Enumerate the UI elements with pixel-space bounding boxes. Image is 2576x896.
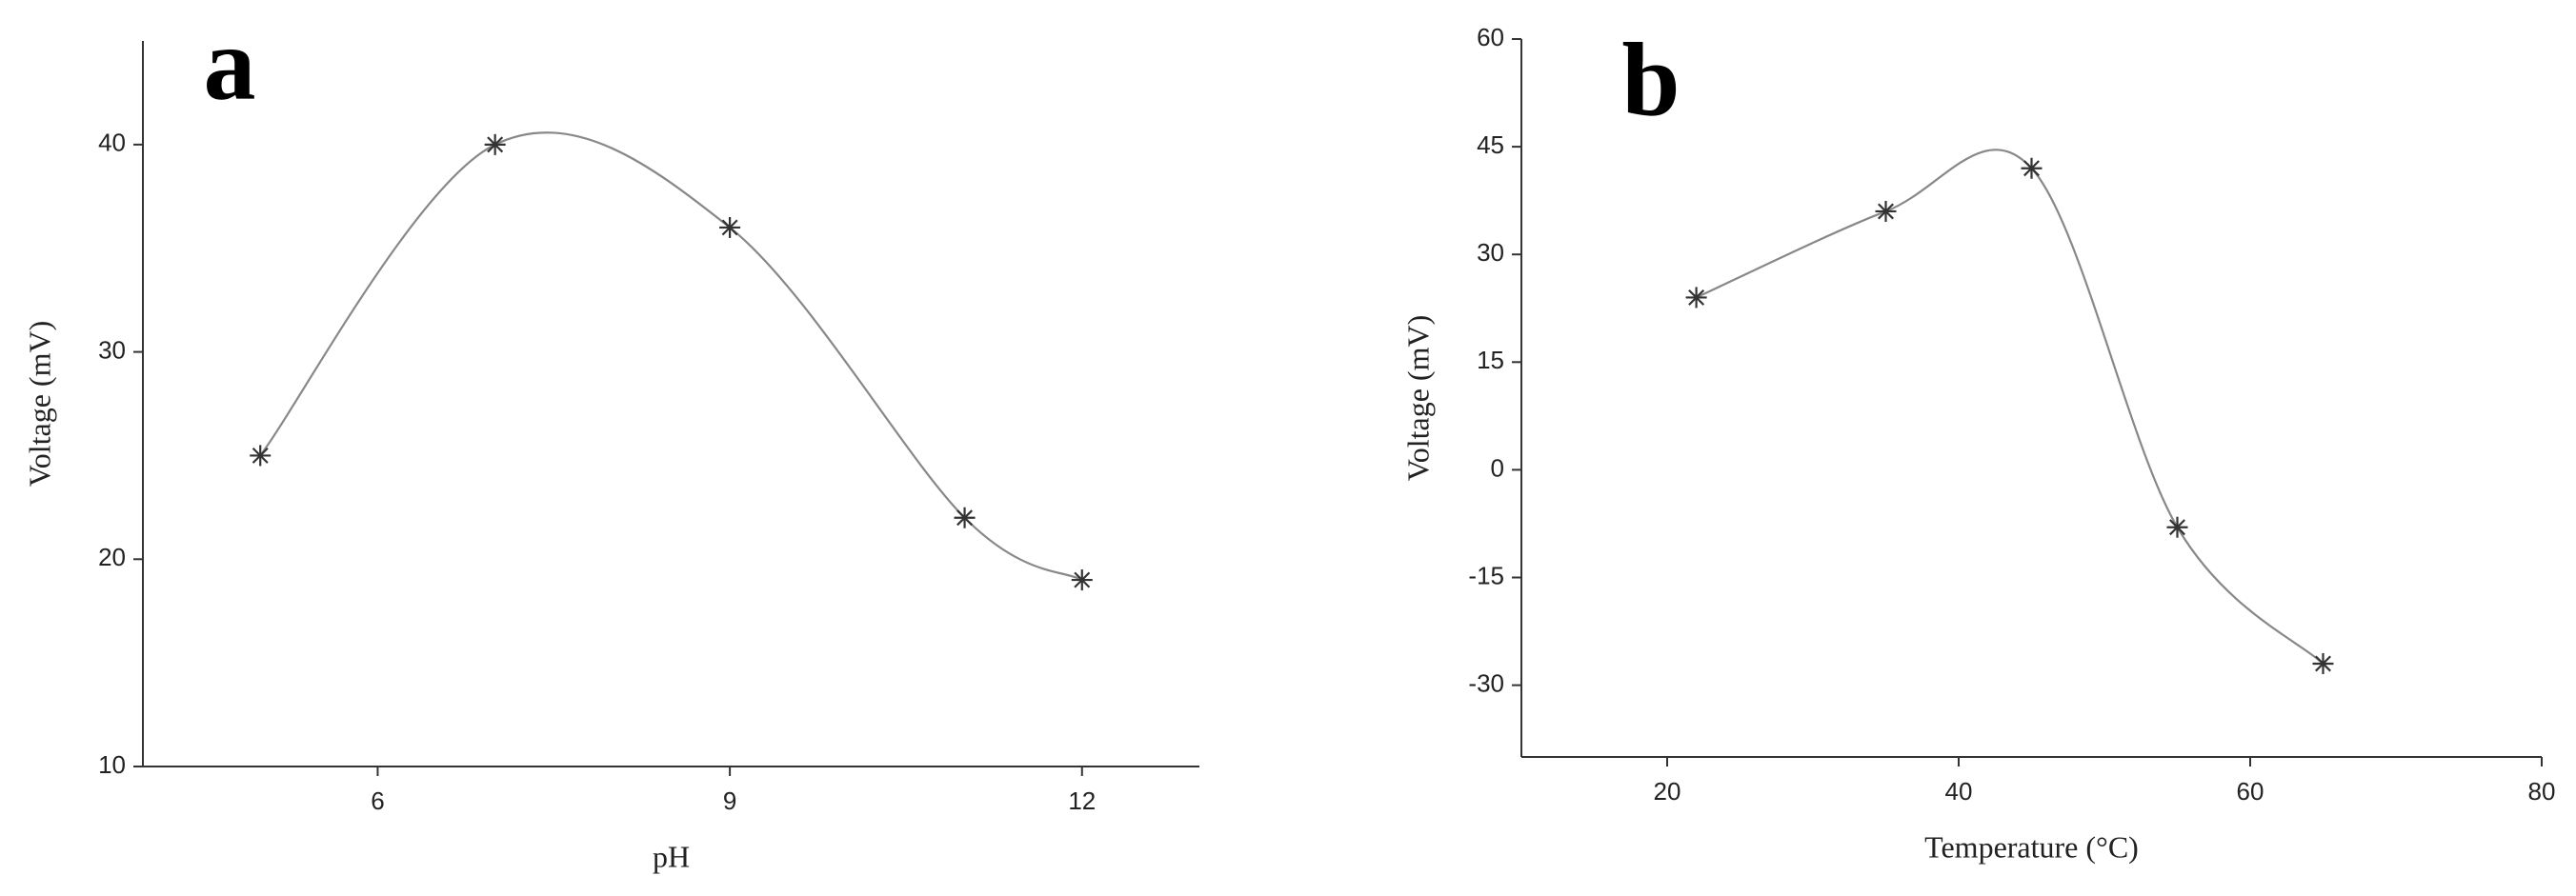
marker [1071, 569, 1093, 591]
y-tick-label: 0 [1491, 453, 1504, 482]
curve [259, 131, 1083, 582]
marker [484, 133, 506, 155]
x-axis-title: pH [653, 839, 690, 873]
marker [2021, 157, 2043, 179]
chart: 10 20 30 40 6 9 12 pH Voltage (mV) a [22, 5, 1199, 873]
y-tick-label: 30 [1477, 238, 1504, 267]
marker [1875, 200, 1897, 222]
x-tick-label: 60 [2237, 777, 2264, 806]
y-tick-label: 10 [98, 750, 126, 779]
marker [250, 445, 272, 467]
x-tick-label: 80 [2528, 777, 2556, 806]
x-tick-label: 9 [723, 786, 736, 815]
y-tick-label: -30 [1468, 668, 1504, 697]
y-tick-label: 45 [1477, 130, 1504, 159]
x-tick-label: 40 [1945, 777, 1973, 806]
marker-stroke [721, 219, 738, 236]
y-tick-label: -15 [1468, 561, 1504, 589]
chart: -30 -15 0 15 30 45 60 20 40 60 80 Temperature (°C) V… [1400, 21, 2555, 864]
marker-stroke [252, 447, 269, 464]
y-axis-title: Voltage (mV) [22, 321, 56, 487]
y-tick-label: 60 [1477, 23, 1504, 51]
y-tick-label: 30 [98, 335, 126, 364]
y-tick-label: 40 [98, 129, 126, 157]
marker-stroke [1074, 571, 1091, 588]
marker-stroke [487, 136, 504, 153]
x-axis-title: Temperature (°C) [1924, 829, 2139, 864]
marker [2312, 652, 2334, 674]
marker [1685, 287, 1707, 309]
marker-stroke [1878, 203, 1894, 220]
x-tick-label: 6 [371, 786, 384, 815]
marker [719, 216, 741, 238]
x-tick-label: 20 [1654, 777, 1681, 806]
y-tick-label: 15 [1477, 346, 1504, 374]
panel-label: b [1621, 21, 1680, 137]
marker [954, 507, 976, 528]
marker-stroke [2169, 519, 2185, 536]
marker-stroke [956, 509, 974, 527]
marker-stroke [2315, 655, 2331, 672]
curve [1696, 149, 2324, 665]
marker [2166, 516, 2188, 538]
y-axis-title: Voltage (mV) [1400, 315, 1435, 481]
marker-stroke [1688, 289, 1705, 306]
x-tick-label: 12 [1068, 786, 1096, 815]
marker-stroke [2023, 160, 2040, 177]
panel-label: a [204, 5, 256, 121]
y-tick-label: 20 [98, 543, 126, 571]
